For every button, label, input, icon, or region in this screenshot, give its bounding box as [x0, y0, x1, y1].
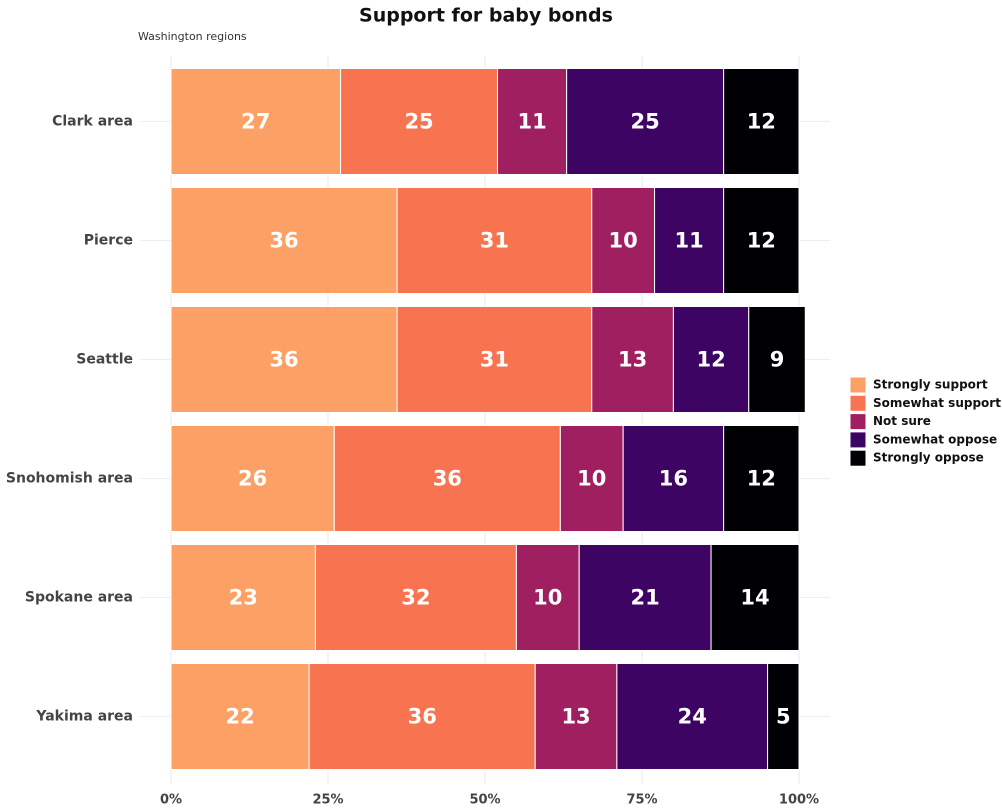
x-tick-label: 100%	[779, 793, 819, 808]
bar-segment	[654, 187, 725, 294]
legend-swatch	[849, 431, 867, 449]
data-label: 14	[740, 586, 769, 610]
bar-segment	[170, 68, 342, 175]
data-label: 21	[631, 586, 660, 610]
bar-segment	[622, 425, 725, 532]
bar-segment	[723, 68, 800, 175]
bar-segment	[566, 68, 725, 175]
y-tick-label: Pierce	[84, 233, 133, 249]
y-tick-label: Clark area	[52, 114, 133, 130]
data-label: 25	[631, 110, 660, 134]
bar-segment	[170, 187, 398, 294]
bar-segment	[616, 663, 769, 770]
bar-segment	[170, 544, 316, 651]
data-label: 11	[517, 110, 546, 134]
bar-segment	[559, 425, 624, 532]
bar-segment	[396, 187, 593, 294]
legend-label: Strongly oppose	[873, 451, 984, 465]
x-tick-label: 0%	[160, 793, 182, 808]
data-label: 16	[659, 467, 688, 491]
legend-swatch	[849, 376, 867, 394]
data-label: 12	[747, 110, 776, 134]
chart-title: Support for baby bonds	[359, 5, 613, 27]
x-tick-label: 50%	[469, 793, 500, 808]
data-label: 12	[747, 229, 776, 253]
y-tick-label: Seattle	[76, 352, 133, 368]
x-tick-label: 75%	[626, 793, 657, 808]
y-tick-label: Snohomish area	[6, 471, 133, 487]
x-tick-label: 25%	[312, 793, 343, 808]
data-label: 25	[404, 110, 433, 134]
data-label: 13	[561, 705, 590, 729]
bar-segment	[672, 306, 750, 413]
legend-label: Somewhat support	[873, 396, 1001, 410]
bar-segment	[767, 663, 800, 770]
legend-swatch	[849, 394, 867, 412]
legend-swatch	[849, 413, 867, 431]
bar-segment	[340, 68, 499, 175]
data-label: 36	[408, 705, 437, 729]
bar-segment	[396, 306, 593, 413]
data-label: 22	[225, 705, 254, 729]
data-label: 23	[229, 586, 258, 610]
legend-label: Somewhat oppose	[873, 432, 997, 446]
chart-subtitle: Washington regions	[138, 30, 247, 43]
data-label: 36	[433, 467, 462, 491]
data-label: 11	[674, 229, 703, 253]
data-label: 5	[776, 705, 791, 729]
y-tick-label: Spokane area	[25, 590, 133, 606]
bar-segment	[170, 663, 310, 770]
bar-segment	[710, 544, 800, 651]
data-label: 36	[269, 229, 298, 253]
data-label: 31	[480, 229, 509, 253]
data-label: 10	[577, 467, 606, 491]
bar-segment	[748, 306, 806, 413]
bar-segment	[308, 663, 536, 770]
data-label: 36	[269, 348, 298, 372]
bar-segment	[170, 306, 398, 413]
data-label: 27	[241, 110, 270, 134]
bar-segment	[497, 68, 568, 175]
y-tick-label: Yakima area	[35, 709, 133, 725]
data-label: 13	[618, 348, 647, 372]
bar-segment	[723, 187, 800, 294]
data-label: 24	[678, 705, 707, 729]
data-label: 32	[401, 586, 430, 610]
bar-segment	[515, 544, 580, 651]
data-label: 12	[747, 467, 776, 491]
data-label: 9	[770, 348, 785, 372]
bar-segment	[314, 544, 517, 651]
legend-label: Strongly support	[873, 378, 988, 392]
bar-segment	[333, 425, 561, 532]
data-label: 26	[238, 467, 267, 491]
data-label: 10	[609, 229, 638, 253]
legend-swatch	[849, 449, 867, 467]
bar-segment	[578, 544, 712, 651]
legend-label: Not sure	[873, 414, 931, 428]
bar-segment	[723, 425, 800, 532]
bar-segment	[591, 306, 674, 413]
data-label: 12	[696, 348, 725, 372]
data-label: 31	[480, 348, 509, 372]
bar-segment	[170, 425, 335, 532]
data-label: 10	[533, 586, 562, 610]
